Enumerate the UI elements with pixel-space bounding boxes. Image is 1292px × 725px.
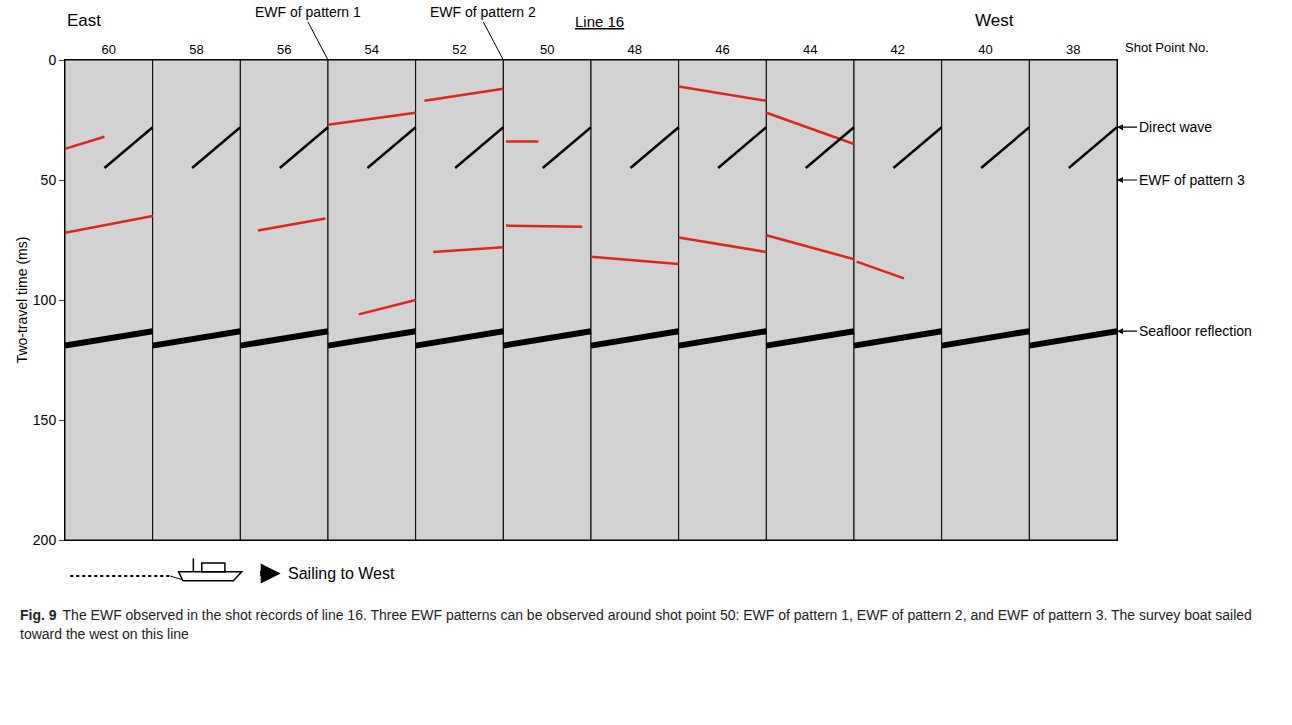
svg-text:West: West — [975, 11, 1014, 30]
svg-text:EWF of pattern 1: EWF of pattern 1 — [255, 4, 361, 20]
svg-text:40: 40 — [978, 42, 992, 57]
svg-text:East: East — [67, 11, 101, 30]
svg-text:56: 56 — [277, 42, 291, 57]
svg-text:Line 16: Line 16 — [575, 13, 624, 30]
svg-text:Sailing to West: Sailing to West — [288, 565, 395, 582]
svg-text:60: 60 — [102, 42, 116, 57]
svg-text:46: 46 — [715, 42, 729, 57]
svg-text:150: 150 — [33, 412, 57, 428]
svg-text:Shot Point No.: Shot Point No. — [1125, 40, 1209, 55]
svg-text:50: 50 — [540, 42, 554, 57]
svg-text:38: 38 — [1066, 42, 1080, 57]
svg-text:52: 52 — [452, 42, 466, 57]
svg-text:0: 0 — [48, 52, 56, 68]
svg-text:42: 42 — [891, 42, 905, 57]
svg-text:58: 58 — [189, 42, 203, 57]
svg-text:54: 54 — [365, 42, 379, 57]
svg-text:EWF of pattern 3: EWF of pattern 3 — [1139, 172, 1245, 188]
svg-text:Seafloor reflection: Seafloor reflection — [1139, 323, 1252, 339]
svg-text:200: 200 — [33, 532, 57, 548]
svg-text:Direct wave: Direct wave — [1139, 119, 1212, 135]
svg-text:48: 48 — [628, 42, 642, 57]
svg-text:Two-travel time (ms): Two-travel time (ms) — [14, 237, 30, 364]
svg-text:EWF of pattern 2: EWF of pattern 2 — [430, 4, 536, 20]
html-text:Fig. 9 The EWF observed in the: Fig. 9 The EWF observed in the shot reco… — [20, 607, 1252, 642]
svg-text:100: 100 — [33, 292, 57, 308]
svg-text:44: 44 — [803, 42, 817, 57]
svg-text:50: 50 — [41, 172, 57, 188]
